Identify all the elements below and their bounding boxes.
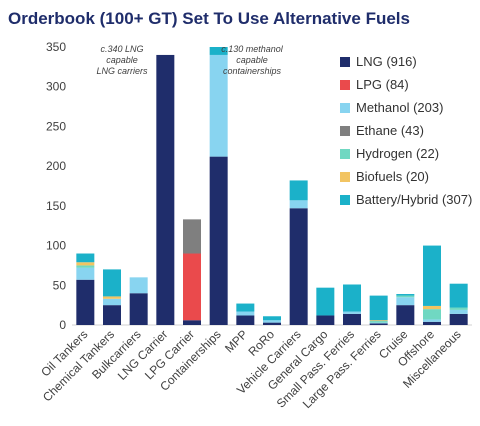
bar-segment	[103, 296, 121, 299]
bar-segment	[263, 322, 281, 325]
bar-segment	[76, 265, 95, 268]
bar-segment	[449, 307, 468, 310]
y-tick-label: 100	[46, 239, 66, 253]
bar-segment	[236, 311, 255, 316]
bar-segment	[289, 208, 308, 325]
bar-segment	[103, 269, 121, 297]
bar-segment	[76, 267, 95, 280]
y-tick-label: 150	[46, 199, 66, 213]
bar-segment	[183, 320, 201, 325]
y-tick-label: 250	[46, 119, 66, 133]
bar-segment	[423, 305, 441, 310]
bar-segment	[449, 283, 468, 308]
y-tick-label: 0	[59, 318, 66, 332]
bar-segment	[369, 323, 388, 325]
bar-segment	[183, 253, 201, 321]
legend-label: Ethane (43)	[356, 123, 424, 138]
y-tick-label: 300	[46, 80, 66, 94]
bar-segment	[423, 319, 441, 322]
bar-segment	[76, 279, 95, 325]
legend-label: Biofuels (20)	[356, 169, 429, 184]
legend-swatch	[340, 80, 350, 90]
bar-segment	[369, 295, 388, 321]
annotation: c.340 LNG	[100, 44, 143, 54]
legend-swatch	[340, 103, 350, 113]
bar-segment	[209, 54, 228, 157]
bar-segment	[236, 303, 255, 312]
annotation: capable	[106, 55, 138, 65]
bar-segment	[396, 305, 415, 325]
bar-segment	[343, 311, 361, 314]
bar-segment	[423, 309, 441, 320]
bar-segment	[396, 294, 415, 296]
bar-segment	[449, 309, 468, 314]
annotation: LNG carriers	[96, 66, 148, 76]
bar-segment	[449, 313, 468, 325]
bar-segment	[129, 277, 148, 294]
bar-segment	[289, 200, 308, 209]
legend-swatch	[340, 126, 350, 136]
legend-swatch	[340, 57, 350, 67]
chart-title: Orderbook (100+ GT) Set To Use Alternati…	[8, 9, 410, 28]
legend-label: Battery/Hybrid (307)	[356, 192, 472, 207]
legend-label: LNG (916)	[356, 54, 417, 69]
bar-segment	[423, 245, 441, 306]
legend-swatch	[340, 195, 350, 205]
bar-segment	[209, 47, 228, 55]
bar-segment	[369, 322, 388, 324]
bar-segment	[209, 156, 228, 325]
bar-segment	[103, 305, 121, 325]
bar-segment	[76, 262, 95, 266]
bar-segment	[103, 298, 121, 306]
bar-segment	[396, 297, 415, 306]
bar-segment	[183, 219, 201, 254]
y-tick-label: 200	[46, 159, 66, 173]
bar-segment	[263, 316, 281, 321]
bar-segment	[369, 321, 388, 323]
y-tick-label: 50	[53, 278, 67, 292]
annotation: containerships	[223, 66, 282, 76]
legend-swatch	[340, 149, 350, 159]
legend-label: Hydrogen (22)	[356, 146, 439, 161]
bar-segment	[289, 180, 308, 201]
bar-segment	[236, 315, 255, 325]
bar-segment	[263, 320, 281, 323]
legend-swatch	[340, 172, 350, 182]
y-tick-label: 350	[46, 40, 66, 54]
bar-segment	[76, 253, 95, 263]
bar-segment	[396, 295, 415, 298]
bar-segment	[129, 293, 148, 325]
bar-segment	[156, 54, 175, 325]
bar-segment	[343, 313, 361, 325]
bar-segment	[316, 287, 335, 316]
bar-segment	[343, 284, 361, 312]
annotation: capable	[236, 55, 268, 65]
annotation: c.130 methanol	[221, 44, 284, 54]
bar-segment	[316, 315, 335, 325]
x-tick-label: MPP	[222, 327, 250, 355]
bar-segment	[369, 320, 388, 322]
legend-label: Methanol (203)	[356, 100, 443, 115]
legend-label: LPG (84)	[356, 77, 409, 92]
bar-segment	[423, 321, 441, 325]
